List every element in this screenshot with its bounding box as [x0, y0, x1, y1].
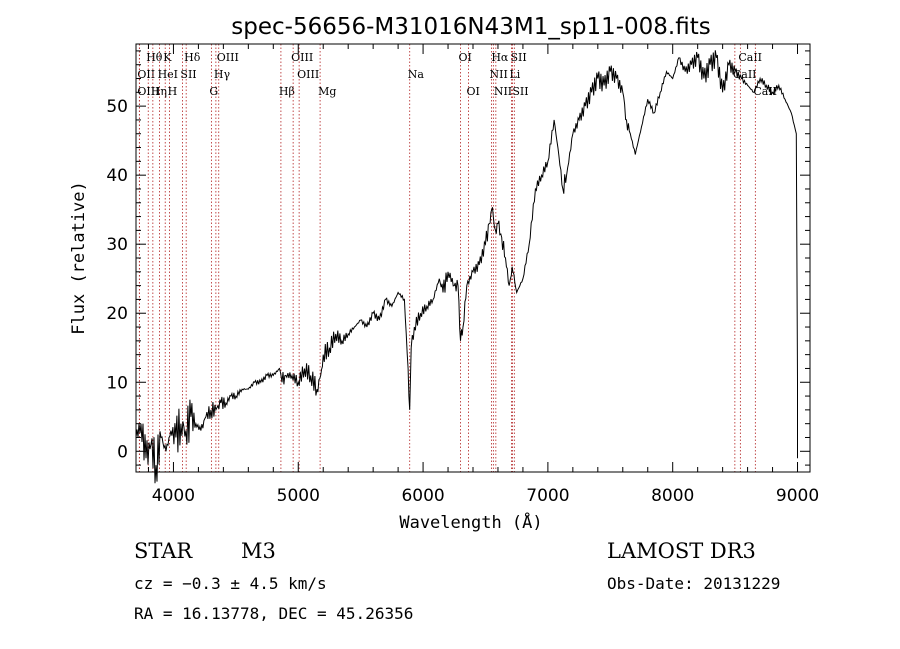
- y-tick-label: 40: [106, 166, 128, 186]
- y-tick-label: 30: [106, 235, 128, 255]
- plot-frame: [135, 43, 811, 473]
- emission-line-label: H: [168, 85, 178, 98]
- y-axis: 0 10 20 30 40 50: [106, 50, 810, 466]
- x-tick-label: 6000: [401, 486, 444, 506]
- y-axis-label: Flux (relative): [69, 181, 89, 335]
- emission-line-label: Mg: [318, 85, 336, 98]
- x-tick-label: 9000: [776, 486, 819, 506]
- emission-line-label: HeI: [158, 68, 178, 81]
- x-axis-label: Wavelength (Å): [399, 511, 542, 533]
- x-tick-label: 7000: [526, 486, 569, 506]
- emission-line-label: SII: [510, 51, 526, 64]
- emission-line-label: OIII: [137, 85, 159, 98]
- y-tick-label: 10: [106, 373, 128, 393]
- y-tick-label: 0: [117, 442, 128, 462]
- emission-line-label: SII: [512, 85, 528, 98]
- object-subclass: M3: [241, 539, 276, 563]
- emission-line-label: CaII: [738, 51, 762, 64]
- observation-date: Obs-Date: 20131229: [607, 574, 781, 593]
- emission-line-label: NII: [494, 85, 512, 98]
- emission-line-label: Hθ: [146, 51, 163, 64]
- chart-title: spec-56656-M31016N43M1_sp11-008.fits: [231, 14, 710, 40]
- emission-line-label: Hδ: [184, 51, 201, 64]
- emission-line-label: OI: [467, 85, 480, 98]
- emission-line-label: OIII: [297, 68, 319, 81]
- survey-name: LAMOST DR3: [607, 539, 756, 563]
- emission-line-label: Hη: [151, 85, 167, 98]
- y-tick-label: 20: [106, 304, 128, 324]
- emission-line-label: SII: [180, 68, 196, 81]
- redshift-cz: cz = −0.3 ± 4.5 km/s: [134, 574, 327, 593]
- emission-line-label: OI: [459, 51, 472, 64]
- emission-line-label: Hγ: [214, 68, 231, 81]
- emission-line-label: Hβ: [279, 85, 295, 98]
- object-class: STAR: [134, 539, 193, 563]
- x-tick-label: 4000: [152, 486, 195, 506]
- x-axis: 4000 5000 6000 7000 8000 9000: [147, 44, 819, 506]
- spectrum-line: [135, 50, 798, 484]
- y-tick-label: 50: [106, 97, 128, 117]
- emission-line-label: OIII: [217, 51, 239, 64]
- emission-line-label: OIII: [291, 51, 313, 64]
- emission-line-label: NII: [489, 68, 507, 81]
- coordinates: RA = 16.13778, DEC = 45.26356: [134, 604, 414, 623]
- emission-line-label: K: [163, 51, 172, 64]
- x-tick-label: 5000: [277, 486, 320, 506]
- x-tick-label: 8000: [651, 486, 694, 506]
- emission-line-label: OII: [137, 68, 155, 81]
- emission-line-label: Hα: [491, 51, 509, 64]
- emission-line-label: Na: [408, 68, 425, 81]
- emission-line-label: G: [209, 85, 218, 98]
- emission-line-label: Li: [509, 68, 520, 81]
